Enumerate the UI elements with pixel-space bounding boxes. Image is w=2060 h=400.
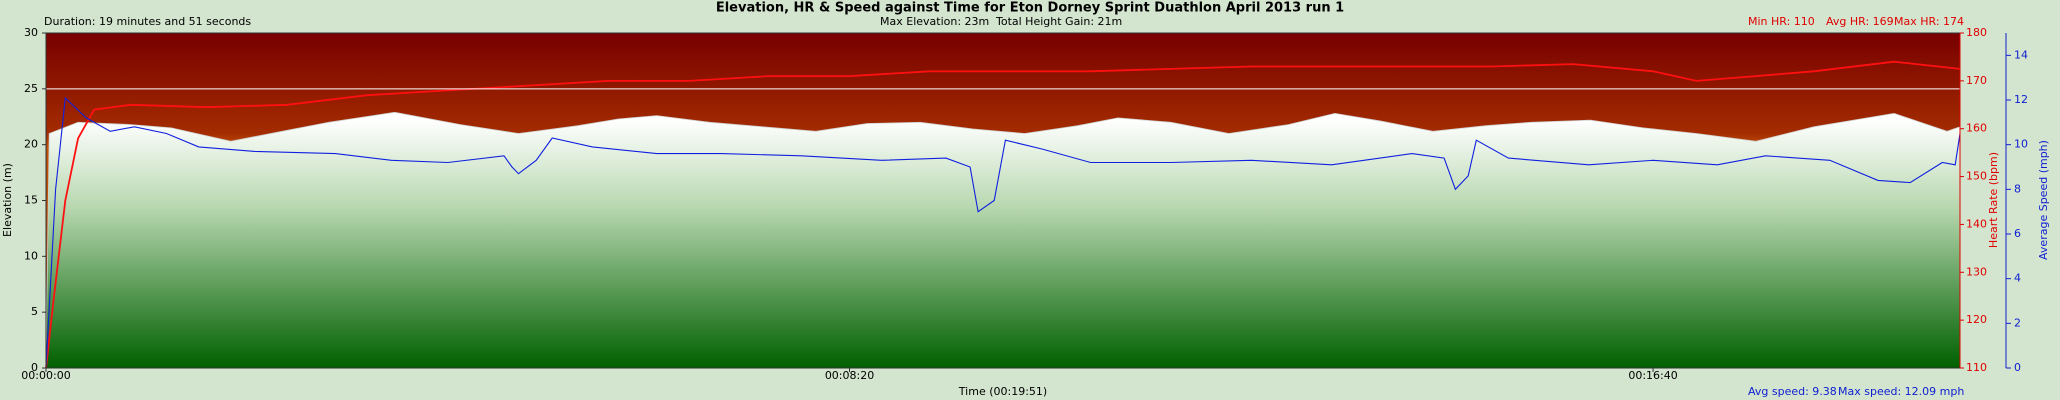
y2-tick-label: 160 (1966, 122, 1987, 135)
x-axis-label: Time (00:19:51) (958, 385, 1047, 398)
y2-tick-label: 140 (1966, 217, 1987, 230)
max-hr: Max HR: 174 (1894, 15, 1964, 28)
y-tick-label: 30 (24, 26, 38, 39)
y3-tick-label: 4 (2014, 272, 2021, 285)
min-hr: Min HR: 110 (1748, 15, 1815, 28)
y2-tick-label: 170 (1966, 74, 1987, 87)
x-tick-label: 00:16:40 (1628, 369, 1677, 382)
y3-tick-label: 12 (2014, 93, 2028, 106)
max-elevation: Max Elevation: 23m (880, 15, 989, 28)
heart-rate-line (45, 60, 1961, 369)
avg-hr: Avg HR: 169 (1826, 15, 1894, 28)
y3-tick-label: 2 (2014, 316, 2021, 329)
y3-tick-label: 10 (2014, 138, 2028, 151)
y-tick-label: 10 (24, 249, 38, 262)
y3-tick-label: 14 (2014, 48, 2028, 61)
max-speed: Max speed: 12.09 mph (1838, 385, 1964, 398)
y2-tick-label: 120 (1966, 313, 1987, 326)
y-tick-label: 15 (24, 194, 38, 207)
y2-axis-label: Heart Rate (bpm) (1987, 152, 2000, 248)
avg-speed: Avg speed: 9.38 (1748, 385, 1837, 398)
y3-axis-label: Average Speed (mph) (2037, 140, 2050, 260)
y-axis-label: Elevation (m) (1, 163, 14, 237)
x-tick-label: 00:00:00 (21, 369, 70, 382)
y3-tick-label: 8 (2014, 182, 2021, 195)
y3-tick-label: 0 (2014, 361, 2021, 374)
y2-tick-label: 110 (1966, 361, 1987, 374)
x-tick-label: 00:08:20 (825, 369, 874, 382)
y-tick-label: 20 (24, 138, 38, 151)
y-tick-label: 25 (24, 82, 38, 95)
speed-line (45, 96, 1961, 369)
height-gain: Total Height Gain: 21m (995, 15, 1122, 28)
chart-title: Elevation, HR & Speed against Time for E… (716, 1, 1344, 16)
y2-tick-label: 130 (1966, 265, 1987, 278)
duration: Duration: 19 minutes and 51 seconds (44, 15, 251, 28)
elevation-area (45, 111, 1961, 369)
y3-tick-label: 6 (2014, 227, 2021, 240)
y2-tick-label: 150 (1966, 170, 1987, 183)
y-tick-label: 5 (31, 305, 38, 318)
y2-tick-label: 180 (1966, 26, 1987, 39)
y-tick-label: 0 (31, 361, 38, 374)
